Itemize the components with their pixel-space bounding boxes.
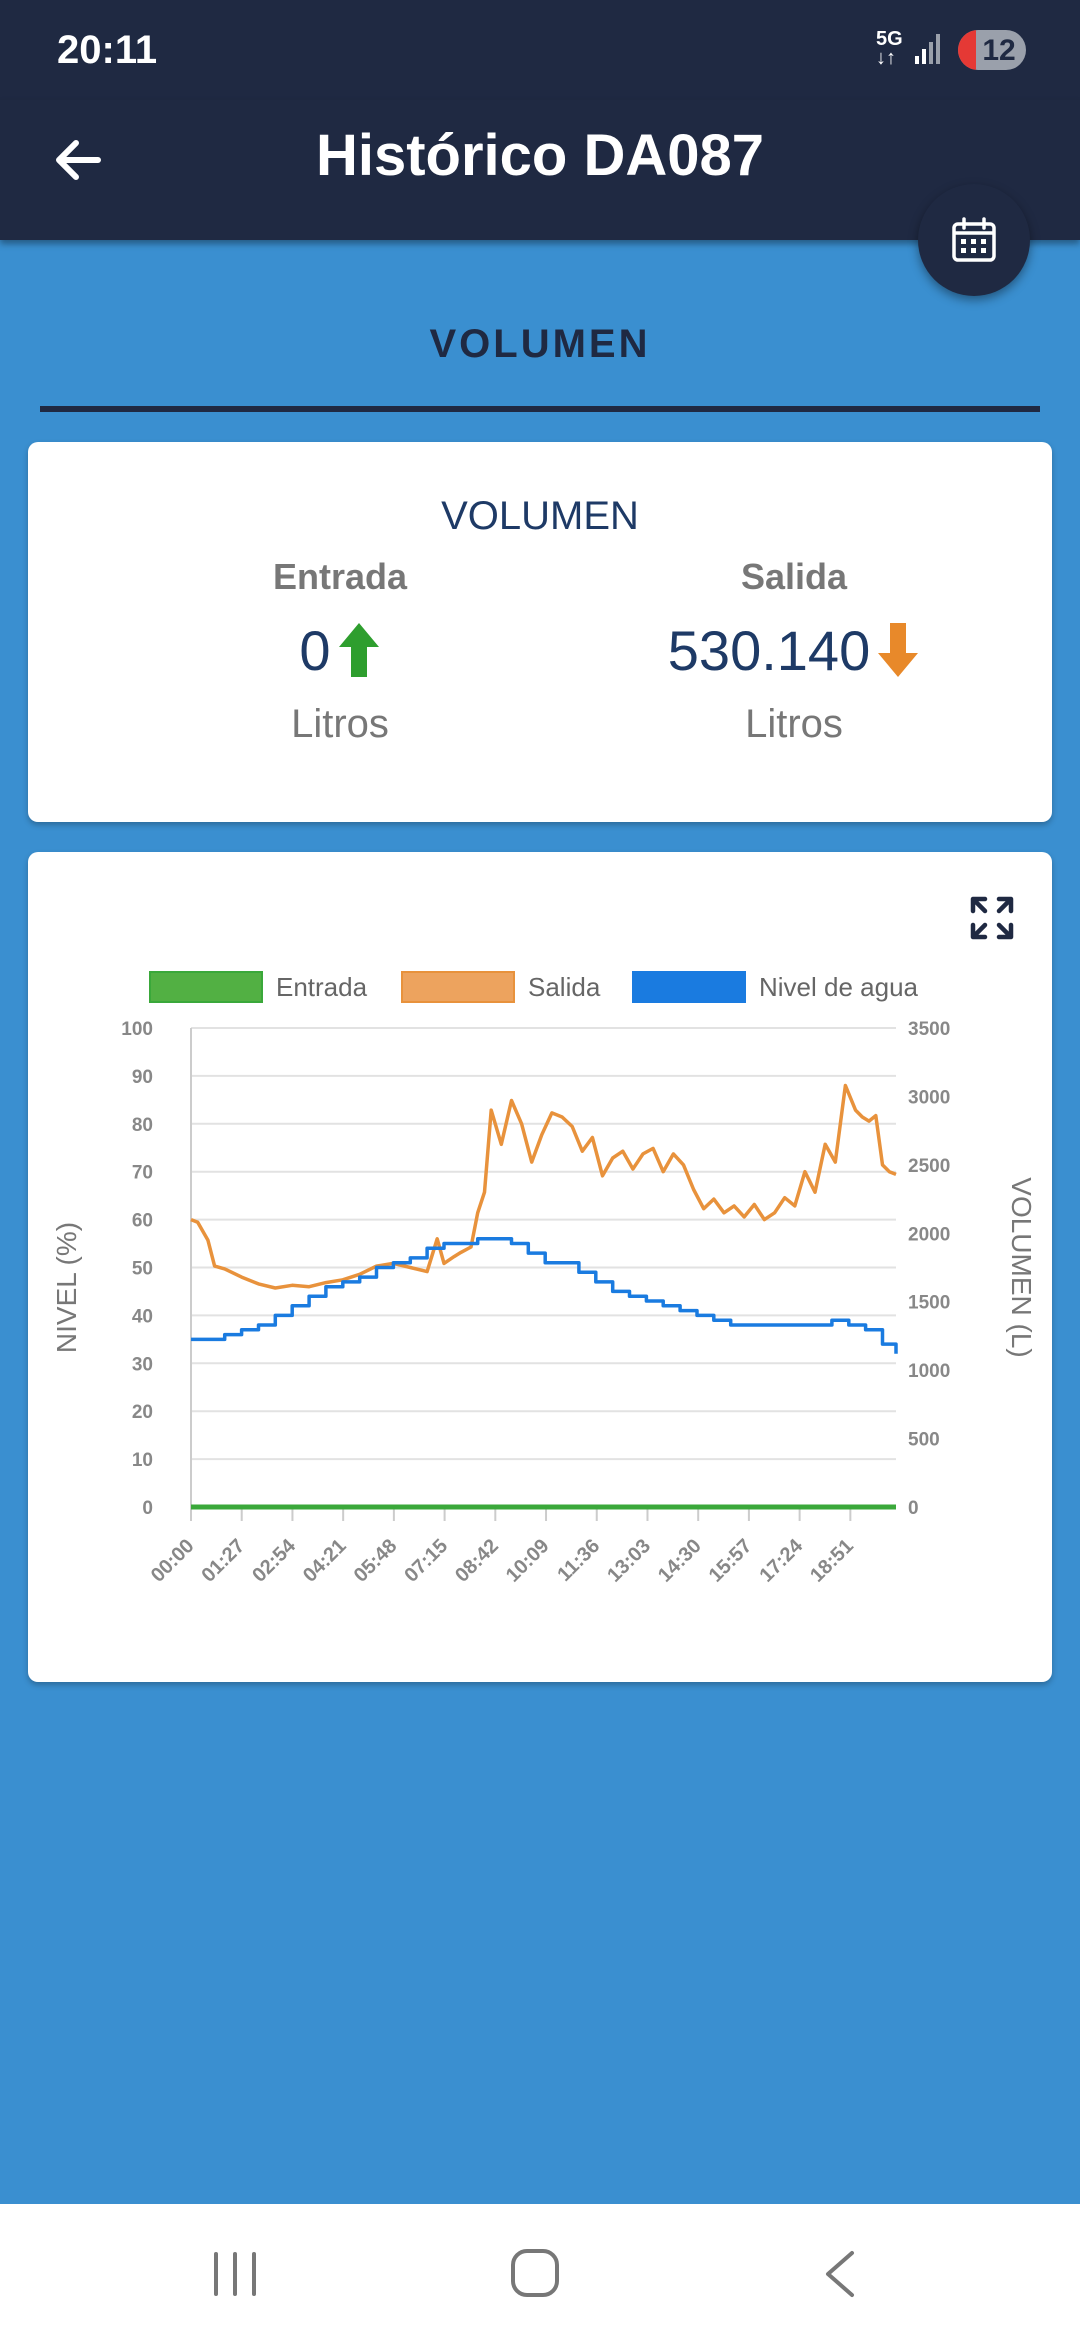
x-tick-label: 17:24 bbox=[755, 1534, 807, 1586]
battery-indicator: 12 bbox=[958, 30, 1026, 70]
salida-unit: Litros bbox=[745, 702, 843, 746]
x-tick-label: 14:30 bbox=[654, 1535, 706, 1587]
summary-title: VOLUMEN bbox=[441, 494, 639, 538]
y-tick-label: 30 bbox=[132, 1354, 153, 1375]
y2-axis-title: VOLUMEN (L) bbox=[1006, 1177, 1037, 1357]
y2-tick-label: 500 bbox=[908, 1430, 940, 1451]
arrow-up-icon bbox=[338, 623, 379, 677]
y-axis-title: NIVEL (%) bbox=[51, 1222, 82, 1353]
network-indicator: 5G ↓↑ bbox=[876, 28, 903, 69]
y2-tick-label: 1500 bbox=[908, 1293, 950, 1314]
x-tick-label: 13:03 bbox=[603, 1535, 655, 1587]
legend-label: Entrada bbox=[276, 972, 368, 1002]
entrada-value: 0 bbox=[299, 618, 331, 682]
x-tick-label: 07:15 bbox=[400, 1535, 452, 1587]
y-tick-label: 70 bbox=[132, 1163, 153, 1184]
recent-apps-icon[interactable] bbox=[210, 2252, 260, 2296]
y-tick-label: 100 bbox=[121, 1019, 153, 1040]
x-tick-label: 05:48 bbox=[350, 1535, 402, 1587]
y-tick-label: 10 bbox=[132, 1450, 153, 1471]
status-time: 20:11 bbox=[57, 28, 158, 72]
legend-label: Nivel de agua bbox=[759, 972, 919, 1002]
y2-tick-label: 3500 bbox=[908, 1019, 950, 1040]
x-tick-label: 08:42 bbox=[451, 1535, 503, 1587]
entrada-unit: Litros bbox=[291, 702, 389, 746]
nav-bar bbox=[0, 2204, 1080, 2340]
y-tick-label: 40 bbox=[132, 1306, 153, 1327]
app-bar: Histórico DA087 bbox=[0, 100, 1080, 240]
page-title: Histórico DA087 bbox=[315, 123, 765, 188]
network-type: 5G bbox=[876, 28, 903, 50]
y-tick-label: 80 bbox=[132, 1115, 153, 1136]
arrow-down-icon bbox=[878, 623, 919, 677]
volume-chart: Entrada Salida Nivel de agua 1009080706050… bbox=[51, 971, 1037, 1587]
calendar-button[interactable] bbox=[918, 184, 1030, 296]
salida-value: 530.140 bbox=[667, 618, 871, 682]
x-tick-label: 01:27 bbox=[198, 1535, 250, 1587]
y2-tick-label: 1000 bbox=[908, 1361, 950, 1382]
y2-tick-label: 3000 bbox=[908, 1087, 950, 1108]
y-tick-label: 60 bbox=[132, 1211, 153, 1232]
y2-tick-label: 2500 bbox=[908, 1156, 950, 1177]
salida-summary: Salida 530.140 Litros bbox=[594, 556, 994, 747]
signal-icon bbox=[915, 34, 940, 64]
chart-card: Entrada Salida Nivel de agua 100 90 80 70 60 50… bbox=[28, 852, 1052, 1682]
tab-volumen-label: VOLUMEN bbox=[429, 322, 651, 366]
tab-indicator bbox=[40, 406, 1040, 412]
series-line-salida bbox=[190, 1083, 897, 1290]
x-tick-label: 15:57 bbox=[705, 1535, 757, 1587]
entrada-summary: Entrada 0 Litros bbox=[140, 556, 540, 747]
x-tick-label: 18:51 bbox=[806, 1535, 858, 1587]
x-tick-label: 04:21 bbox=[299, 1535, 351, 1587]
fullscreen-icon[interactable] bbox=[968, 894, 1016, 942]
y2-tick-label: 0 bbox=[908, 1498, 919, 1519]
entrada-label: Entrada bbox=[272, 556, 408, 597]
y-tick-label: 20 bbox=[132, 1402, 153, 1423]
y-tick-label: 50 bbox=[132, 1259, 153, 1280]
home-icon[interactable] bbox=[510, 2248, 560, 2298]
x-tick-label: 02:54 bbox=[248, 1534, 300, 1586]
x-tick-label: 10:09 bbox=[502, 1535, 554, 1587]
back-arrow-icon[interactable] bbox=[48, 130, 108, 190]
summary-card: VOLUMEN Entrada 0 Litros Salida 530.140 … bbox=[28, 442, 1052, 822]
legend-label: Salida bbox=[528, 972, 601, 1002]
battery-level: 12 bbox=[982, 34, 1016, 67]
y-tick-label: 90 bbox=[132, 1067, 153, 1088]
tab-volumen[interactable]: VOLUMEN bbox=[40, 310, 1040, 412]
y-tick-label: 0 bbox=[142, 1498, 153, 1519]
legend-swatch bbox=[632, 971, 746, 1003]
calendar-icon bbox=[952, 217, 996, 262]
status-bar: 20:11 5G ↓↑ 12 bbox=[0, 0, 1080, 100]
x-tick-label: 11:36 bbox=[553, 1535, 604, 1586]
y2-tick-label: 2000 bbox=[908, 1224, 950, 1245]
x-tick-label: 00:00 bbox=[147, 1535, 199, 1587]
salida-label: Salida bbox=[740, 556, 848, 597]
series-line-nivel-de-agua bbox=[191, 1237, 898, 1354]
legend-swatch bbox=[401, 971, 515, 1003]
data-arrows-icon: ↓↑ bbox=[876, 47, 896, 69]
legend-swatch bbox=[149, 971, 263, 1003]
system-back-icon[interactable] bbox=[822, 2250, 858, 2298]
